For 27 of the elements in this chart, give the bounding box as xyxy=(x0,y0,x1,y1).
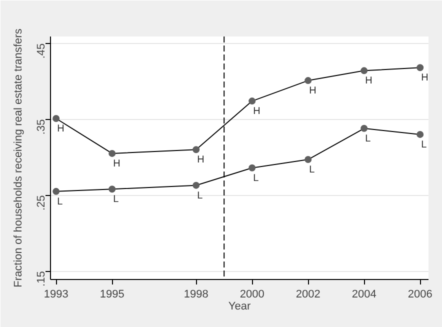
x-tick-label: 2000 xyxy=(240,288,264,300)
text: L xyxy=(113,194,119,206)
y-tick-label: .45 xyxy=(36,43,48,59)
text: H xyxy=(197,154,204,166)
y-tick-label: .25 xyxy=(36,195,48,210)
text: L xyxy=(365,133,371,144)
x-tick-label: 2006 xyxy=(408,288,432,300)
x-tick-label: 2004 xyxy=(352,288,376,300)
text: L xyxy=(309,164,315,176)
text: H xyxy=(253,106,260,118)
text: L xyxy=(421,139,427,150)
text: H xyxy=(309,86,316,97)
y-tick-label: .15 xyxy=(36,271,48,286)
text: L xyxy=(253,172,259,184)
text: H xyxy=(365,76,372,87)
series-label: L xyxy=(197,190,204,202)
series-label: H xyxy=(57,124,64,135)
x-tick-label: 1993 xyxy=(44,288,68,300)
text: H xyxy=(113,158,120,170)
x-tick-label: 2002 xyxy=(296,288,320,300)
x-tick-label: 1998 xyxy=(184,288,208,300)
y-axis-title: Fraction of households receiving real estate transfers xyxy=(12,28,24,288)
text: L xyxy=(57,196,63,208)
text: H xyxy=(421,72,428,84)
y-tick-label: .35 xyxy=(36,119,48,135)
x-axis-title: Year xyxy=(228,300,251,312)
x-tick-label: 1995 xyxy=(100,288,124,300)
